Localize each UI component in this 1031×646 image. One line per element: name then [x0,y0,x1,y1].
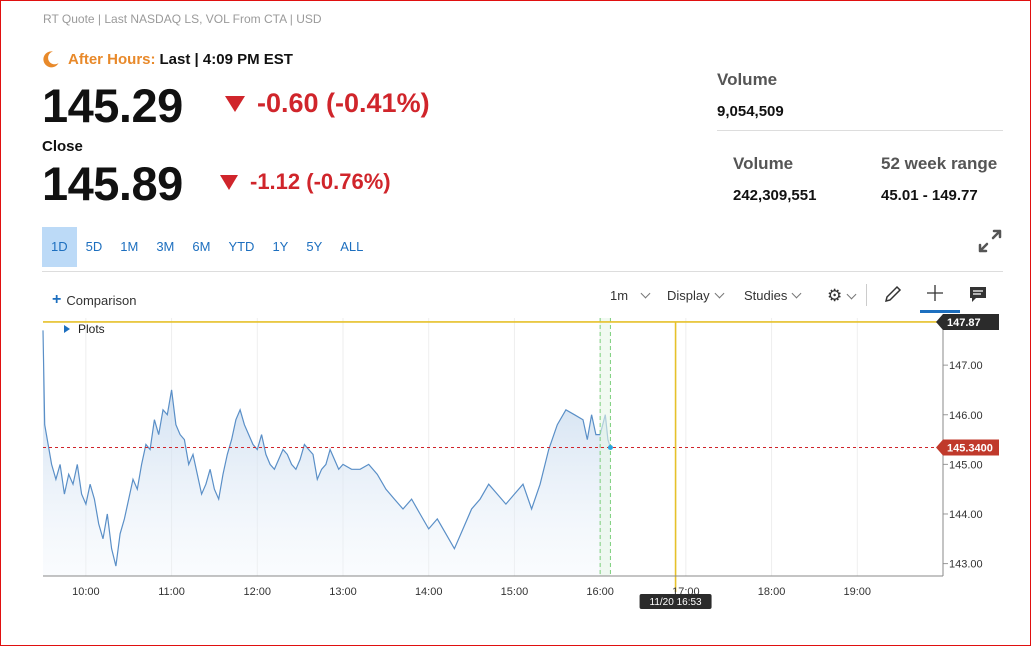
range-tab-5d[interactable]: 5D [85,239,103,254]
after-hours-row: After Hours: Last | 4:09 PM EST [42,50,293,68]
comparison-label: Comparison [66,292,137,308]
crosshair-price-tag-text: 147.87 [947,317,981,329]
settings-menu[interactable]: ⚙ [827,286,857,306]
stats-divider [717,130,1003,131]
range-tab-1y[interactable]: 1Y [272,239,289,254]
range-tab-6m[interactable]: 6M [192,239,211,254]
week-range-value: 45.01 - 149.77 [881,187,978,204]
display-menu[interactable]: Display [667,288,725,303]
quote-source-line: RT Quote | Last NASDAQ LS, VOL From CTA … [43,12,322,26]
crosshair-time-text: 11/20 16:53 [650,597,703,608]
after-hours-price: 145.29 [42,79,183,132]
after-hours-band [600,318,611,576]
x-tick-label: 16:00 [586,586,614,598]
moon-icon [43,51,59,68]
studies-menu[interactable]: Studies [744,288,802,303]
price-chart[interactable]: 10:00 11:00 12:00 13:00 14:00 15:00 16:00 17:00… [0,310,1031,610]
range-tab-1d[interactable]: 1D [42,227,77,267]
after-hours-volume-value: 9,054,509 [717,103,784,120]
plus-icon: + [52,291,62,308]
chart-canvas[interactable]: 10:00 11:00 12:00 13:00 14:00 15:00 16:00 17:00… [0,310,1031,610]
x-tick-label: 13:00 [329,586,357,598]
chevron-down-icon [714,288,725,299]
y-tick-label: 143.00 [949,559,983,571]
range-tab-5y[interactable]: 5Y [306,239,323,254]
price-area-fill [43,330,611,576]
chevron-down-icon [640,288,651,299]
interval-select[interactable]: 1m [610,288,651,303]
last-price-tag-text: 145.3400 [947,442,993,454]
after-hours-time: Last | 4:09 PM EST [159,50,293,68]
y-tick-label: 145.00 [949,459,983,471]
close-change: -1.12 (-0.76%) [220,169,391,195]
close-label: Close [42,138,83,155]
chevron-down-icon [791,288,802,299]
range-tab-1m[interactable]: 1M [120,239,139,254]
crosshair-price-tag-bg [936,313,999,330]
crosshair-price-tag: 147.87 [936,313,999,330]
price-line [42,330,611,567]
crosshair-icon[interactable] [925,283,945,303]
y-tick-label: 147.00 [949,360,983,372]
comment-icon[interactable] [968,284,988,304]
expand-icon[interactable] [977,228,1003,254]
plots-label: Plots [78,322,105,336]
x-tick-label: 10:00 [72,586,100,598]
time-range-tabs: 1D 5D 1M 3M 6M YTD 1Y 5Y ALL [42,227,372,267]
chevron-down-icon [846,289,857,299]
close-price: 145.89 [42,157,183,210]
range-tab-all[interactable]: ALL [340,239,364,254]
pencil-icon[interactable] [883,284,903,304]
last-price-tag: 145.3400 [936,439,999,456]
volume-value: 242,309,551 [733,187,817,204]
x-tick-label: 19:00 [844,586,872,598]
toolbar-divider [42,271,1003,272]
x-tick-label: 14:00 [415,586,443,598]
x-tick-label: 18:00 [758,586,786,598]
y-tick-label: 144.00 [949,509,983,521]
volume-label: Volume [733,154,794,173]
comparison-button[interactable]: + Comparison [52,291,136,309]
close-change-value: -1.12 (-0.76%) [250,169,391,194]
caret-right-icon [64,325,70,333]
crosshair-time-tag: 11/20 16:53 [639,594,712,609]
plots-toggle[interactable]: Plots [64,322,105,336]
after-hours-change-value: -0.60 (-0.41%) [257,88,430,118]
last-price-dot [607,444,613,450]
x-tick-label: 11:00 [158,586,185,598]
after-hours-change: -0.60 (-0.41%) [225,88,430,119]
interval-label: 1m [610,288,629,303]
down-arrow-icon [220,174,238,190]
x-tick-label: 15:00 [501,586,529,598]
range-tab-ytd[interactable]: YTD [228,239,255,254]
after-hours-label: After Hours: [68,50,156,68]
toolbar-separator [866,284,867,306]
range-tab-3m[interactable]: 3M [156,239,175,254]
crosshair-time-bg [639,594,712,609]
last-price-tag-bg [936,439,999,456]
gear-icon: ⚙ [827,286,843,305]
crosshair-active-indicator [920,310,960,313]
display-label: Display [667,288,710,303]
after-hours-volume-label: Volume [717,70,778,89]
y-tick-label: 146.00 [949,410,983,422]
down-arrow-icon [225,95,245,112]
studies-label: Studies [744,288,788,303]
x-tick-label: 12:00 [244,586,272,598]
week-range-label: 52 week range [881,154,998,173]
